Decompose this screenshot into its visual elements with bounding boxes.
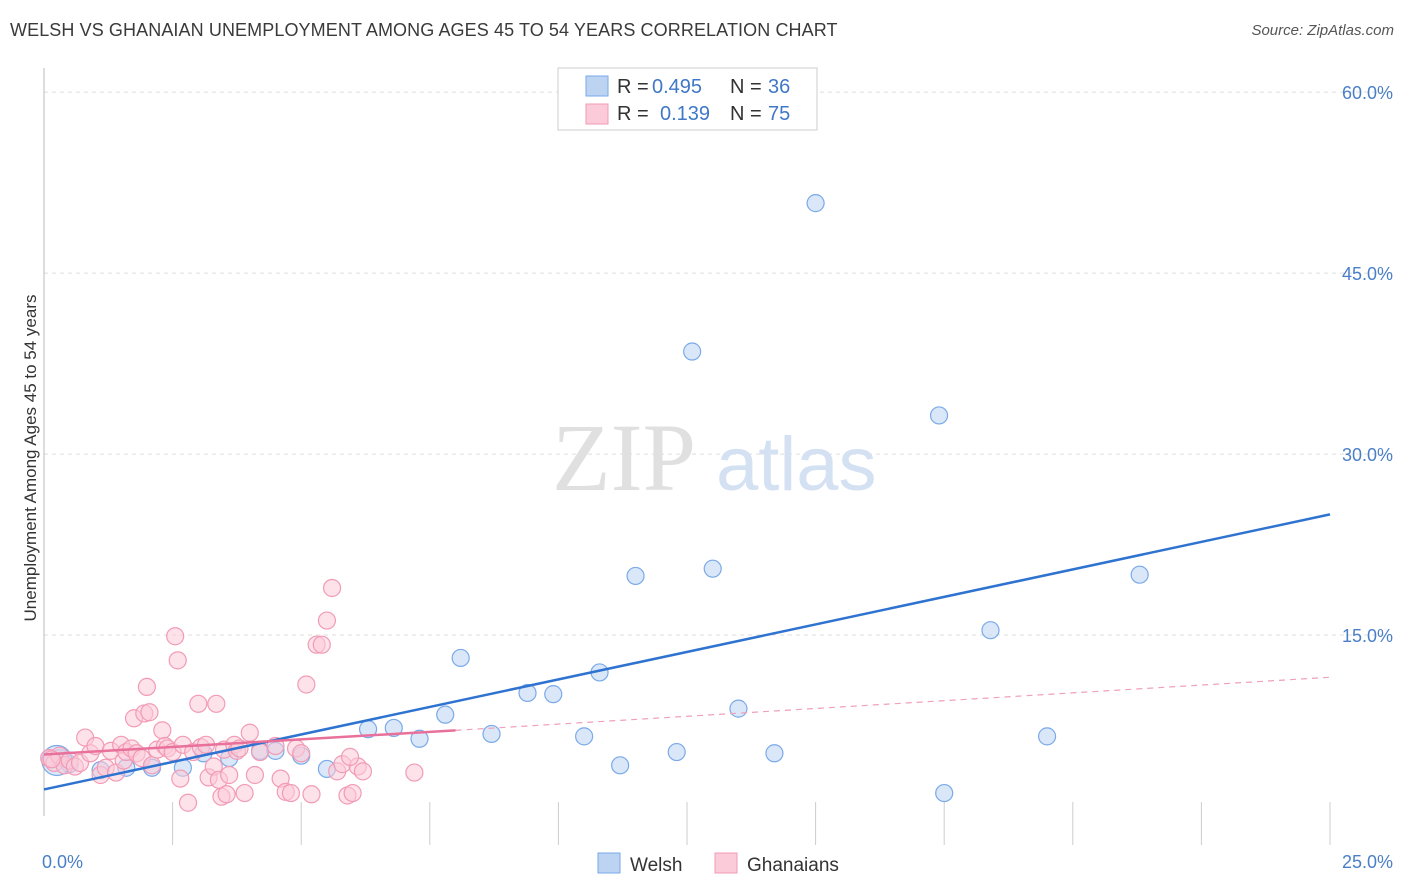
welsh-point-16 bbox=[451, 648, 470, 668]
watermark: ZIP atlas bbox=[552, 404, 877, 511]
ghanaians-point-23 bbox=[140, 703, 159, 722]
y-tick-label-1: 30.0% bbox=[1342, 445, 1393, 465]
welsh-point-22 bbox=[611, 756, 630, 775]
legend-r-value-2: 0.139 bbox=[660, 103, 710, 125]
ghanaians-point-45 bbox=[217, 785, 236, 804]
x-tick-label-1: 25.0% bbox=[1342, 852, 1393, 872]
legend-n-label-2: N = bbox=[730, 103, 762, 125]
legend-r-label-2: R = bbox=[617, 103, 649, 125]
x-tick-label-0: 0.0% bbox=[42, 852, 83, 872]
ghanaians-point-26 bbox=[153, 721, 172, 740]
legend-n-value-1: 36 bbox=[768, 76, 790, 98]
legend-n-label-1: N = bbox=[730, 76, 762, 98]
legend-n-value-2: 75 bbox=[768, 103, 790, 125]
y-tick-label-3: 60.0% bbox=[1342, 83, 1393, 103]
welsh-point-20 bbox=[575, 727, 594, 746]
ghanaians-point-61 bbox=[302, 785, 321, 804]
watermark-atlas: atlas bbox=[716, 422, 877, 507]
welsh-trend-line bbox=[43, 513, 1331, 791]
welsh-point-34 bbox=[1130, 565, 1149, 584]
ghanaians-point-53 bbox=[250, 742, 270, 762]
welsh-point-23 bbox=[626, 566, 645, 586]
ghanaians-point-73 bbox=[405, 763, 424, 782]
welsh-point-13 bbox=[384, 718, 403, 738]
data-points bbox=[40, 194, 1149, 812]
welsh-point-24 bbox=[667, 742, 686, 762]
ghanaians-point-60 bbox=[297, 675, 316, 694]
ghanaians-point-59 bbox=[292, 744, 311, 763]
welsh-point-32 bbox=[981, 621, 1000, 640]
ghanaians-point-64 bbox=[317, 611, 337, 630]
bottom-legend-swatch-ghanaians bbox=[714, 852, 738, 874]
ghanaians-point-22 bbox=[137, 677, 156, 697]
welsh-point-33 bbox=[1037, 727, 1057, 746]
welsh-point-30 bbox=[929, 406, 949, 425]
ghanaians-point-32 bbox=[171, 769, 190, 788]
welsh-point-29 bbox=[806, 194, 825, 213]
ghanaians-point-57 bbox=[281, 783, 301, 803]
grid-lines bbox=[44, 91, 1392, 636]
y-tick-label-0: 15.0% bbox=[1342, 626, 1393, 646]
legend-swatch-ghanaians bbox=[585, 103, 609, 125]
y-tick-label-2: 45.0% bbox=[1342, 264, 1393, 284]
ghanaians-point-30 bbox=[166, 627, 185, 646]
ghanaians-point-46 bbox=[220, 765, 239, 785]
legend-swatch-welsh bbox=[585, 75, 609, 97]
ghanaians-point-52 bbox=[245, 765, 265, 785]
y-axis-label: Unemployment Among Ages 45 to 54 years bbox=[21, 295, 40, 622]
ghanaians-point-72 bbox=[340, 747, 360, 766]
ghanaians-point-65 bbox=[322, 578, 342, 598]
welsh-point-14 bbox=[410, 729, 429, 748]
welsh-point-27 bbox=[729, 699, 748, 718]
ghanaians-point-69 bbox=[343, 783, 362, 803]
legend-r-label-1: R = bbox=[617, 76, 649, 98]
welsh-point-15 bbox=[436, 705, 455, 724]
ghanaians-point-51 bbox=[240, 723, 259, 742]
welsh-point-25 bbox=[683, 342, 702, 361]
welsh-point-31 bbox=[935, 783, 954, 803]
x-tick-marks bbox=[172, 802, 1331, 845]
x-tick-labels: 0.0% 25.0% bbox=[42, 852, 1393, 872]
ghanaians-point-71 bbox=[353, 762, 373, 781]
welsh-point-18 bbox=[518, 683, 537, 703]
source-label: Source: ZipAtlas.com bbox=[1251, 22, 1394, 39]
ghanaians-point-63 bbox=[312, 635, 331, 654]
welsh-point-19 bbox=[544, 685, 563, 704]
ghanaians-point-34 bbox=[178, 793, 198, 812]
ghanaians-point-41 bbox=[207, 694, 226, 713]
welsh-point-26 bbox=[703, 559, 722, 578]
bottom-legend-label-welsh: Welsh bbox=[630, 855, 682, 876]
ghanaians-point-36 bbox=[189, 694, 208, 713]
ghanaians-trend-line bbox=[43, 729, 456, 756]
welsh-point-28 bbox=[765, 744, 784, 763]
legend-r-value-1: 0.495 bbox=[652, 76, 702, 98]
welsh-point-17 bbox=[482, 724, 501, 744]
watermark-zip: ZIP bbox=[552, 404, 696, 511]
ghanaians-point-50 bbox=[235, 783, 254, 803]
legend-box: R = 0.495 N = 36 R = 0.139 N = 75 bbox=[557, 67, 818, 131]
ghanaians-trend-extension bbox=[455, 676, 1331, 731]
bottom-legend-label-ghanaians: Ghanaians bbox=[747, 855, 839, 876]
bottom-legend: Welsh Ghanaians bbox=[597, 852, 839, 876]
ghanaians-point-31 bbox=[168, 651, 187, 670]
y-tick-labels: 15.0% 30.0% 45.0% 60.0% bbox=[1342, 83, 1393, 646]
trend-lines bbox=[43, 513, 1331, 791]
bottom-legend-swatch-welsh bbox=[597, 852, 621, 874]
chart-title: WELSH VS GHANAIAN UNEMPLOYMENT AMONG AGE… bbox=[10, 20, 838, 40]
